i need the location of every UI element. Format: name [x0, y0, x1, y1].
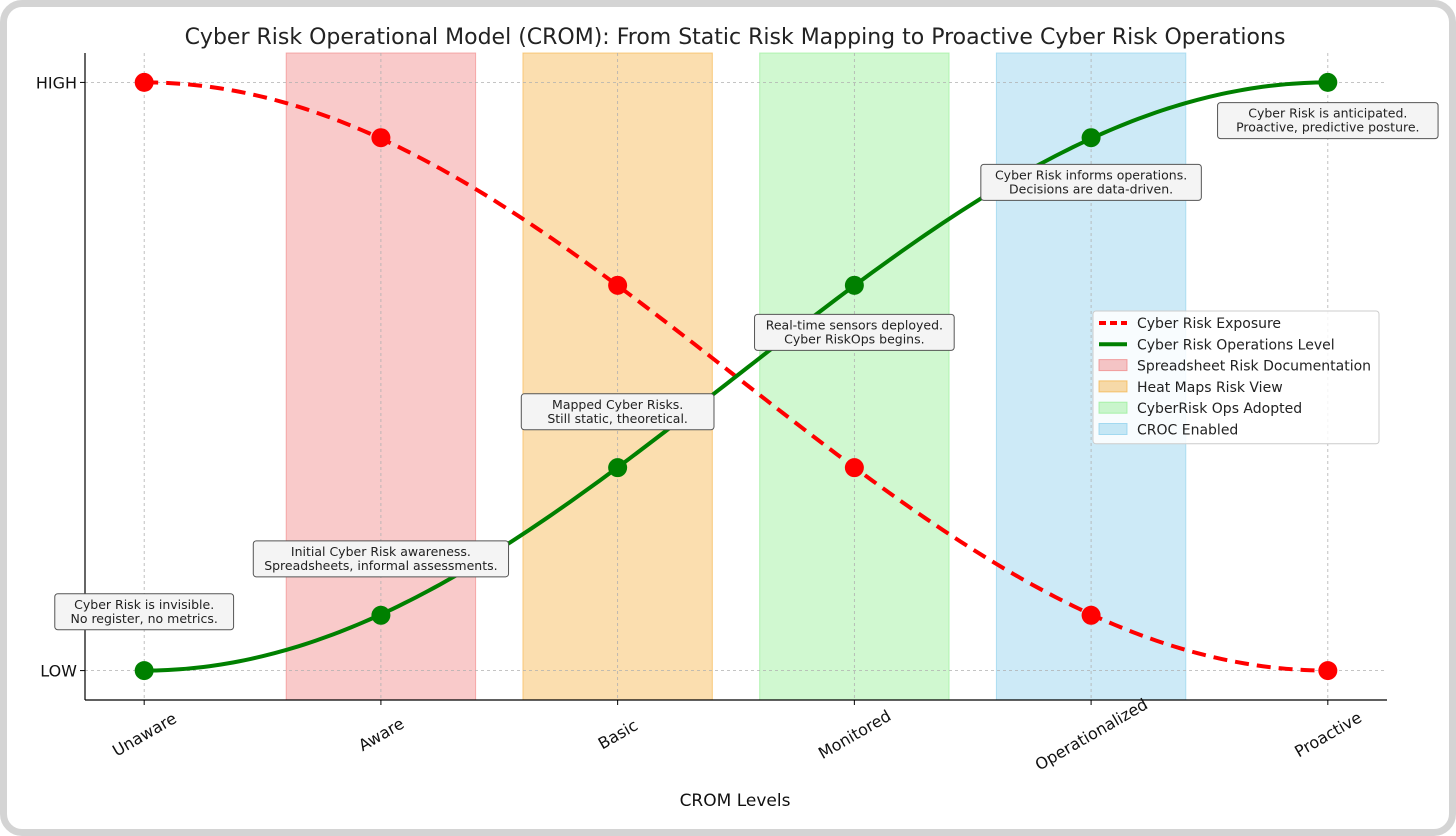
legend-frame	[1092, 310, 1380, 445]
x-tick-label: Monitored	[815, 706, 894, 763]
annotation-box	[1217, 102, 1439, 140]
annotation-text: Cyber RiskOps begins.	[784, 331, 924, 346]
annotation-text: Cyber Risk is invisible.	[74, 597, 214, 612]
series-point-0	[844, 458, 864, 478]
series-point-0	[1081, 605, 1101, 625]
band-2	[759, 52, 950, 701]
series-line-1	[144, 80, 1328, 673]
annotation-0: Cyber Risk is invisible.No register, no …	[54, 593, 235, 631]
series-point-0	[608, 275, 628, 295]
grid-layer	[85, 53, 1387, 700]
annotation-text: Still static, theoretical.	[547, 411, 688, 426]
legend-item: Cyber Risk Exposure	[1099, 316, 1281, 332]
annotation-box	[980, 163, 1202, 201]
annotation-text: No register, no metrics.	[70, 611, 217, 626]
legend-label: Heat Maps Risk View	[1137, 380, 1283, 396]
legend-label: Cyber Risk Exposure	[1137, 316, 1281, 332]
series-point-0	[1318, 661, 1338, 681]
band-0	[285, 52, 477, 701]
x-tick-label: Operationalized	[1032, 695, 1151, 775]
x-tick-label: Unaware	[109, 709, 180, 761]
annotation-2: Mapped Cyber Risks.Still static, theoret…	[520, 393, 715, 431]
legend-label: CROC Enabled	[1137, 423, 1238, 439]
series-point-1	[134, 661, 154, 681]
annotation-text: Real-time sensors deployed.	[766, 317, 943, 332]
series-layer	[144, 80, 1328, 673]
annotation-box	[520, 393, 715, 431]
points-layer	[134, 72, 1338, 681]
x-tick-label: Proactive	[1291, 708, 1365, 761]
annotation-4: Cyber Risk informs operations.Decisions …	[980, 163, 1202, 201]
legend-patch-swatch	[1098, 401, 1128, 414]
annotation-text: Cyber Risk is anticipated.	[1248, 106, 1407, 121]
x-tick-label: Basic	[595, 716, 641, 754]
legend-patch-swatch	[1098, 359, 1128, 372]
annotation-text: Decisions are data-driven.	[1009, 181, 1173, 196]
legend-item: Heat Maps Risk View	[1098, 380, 1283, 396]
annotation-5: Cyber Risk is anticipated.Proactive, pre…	[1217, 102, 1439, 140]
legend: Cyber Risk Exposure Cyber Risk Operations…	[1092, 310, 1380, 445]
series-point-1	[608, 458, 628, 478]
annotation-text: Initial Cyber Risk awareness.	[291, 544, 471, 559]
legend-patch-swatch	[1098, 380, 1128, 393]
band-layer	[285, 52, 1187, 701]
chart-title: Cyber Risk Operational Model (CROM): Fro…	[185, 25, 1286, 50]
annotation-text: Cyber Risk informs operations.	[995, 167, 1187, 182]
legend-item: Cyber Risk Operations Level	[1099, 337, 1335, 353]
annotation-text: Mapped Cyber Risks.	[552, 397, 683, 412]
x-axis-label: CROM Levels	[680, 791, 791, 811]
annotation-text: Proactive, predictive posture.	[1236, 120, 1419, 135]
annotation-3: Real-time sensors deployed.Cyber RiskOps…	[754, 313, 955, 351]
annotation-1: Initial Cyber Risk awareness.Spreadsheet…	[252, 540, 510, 578]
annotation-layer: Cyber Risk is invisible.No register, no …	[54, 102, 1439, 631]
legend-item: CyberRisk Ops Adopted	[1098, 401, 1302, 417]
series-point-0	[371, 128, 391, 148]
series-point-1	[371, 605, 391, 625]
y-tick-label: HIGH	[36, 73, 77, 92]
legend-item: Spreadsheet Risk Documentation	[1098, 359, 1371, 375]
legend-item: CROC Enabled	[1098, 423, 1238, 439]
legend-label: Cyber Risk Operations Level	[1137, 337, 1335, 353]
y-tick-label: LOW	[40, 662, 77, 681]
series-point-0	[134, 72, 154, 92]
annotation-box	[252, 540, 510, 578]
legend-patch-swatch	[1098, 423, 1128, 435]
annotation-box	[54, 593, 235, 631]
annotation-text: Spreadsheets, informal assessments.	[264, 558, 497, 573]
legend-label: CyberRisk Ops Adopted	[1137, 401, 1302, 417]
x-tick-label: Aware	[355, 714, 407, 755]
series-point-1	[1081, 128, 1101, 148]
series-point-1	[1318, 72, 1338, 92]
annotation-box	[754, 313, 955, 351]
legend-label: Spreadsheet Risk Documentation	[1137, 359, 1371, 375]
series-point-1	[844, 275, 864, 295]
